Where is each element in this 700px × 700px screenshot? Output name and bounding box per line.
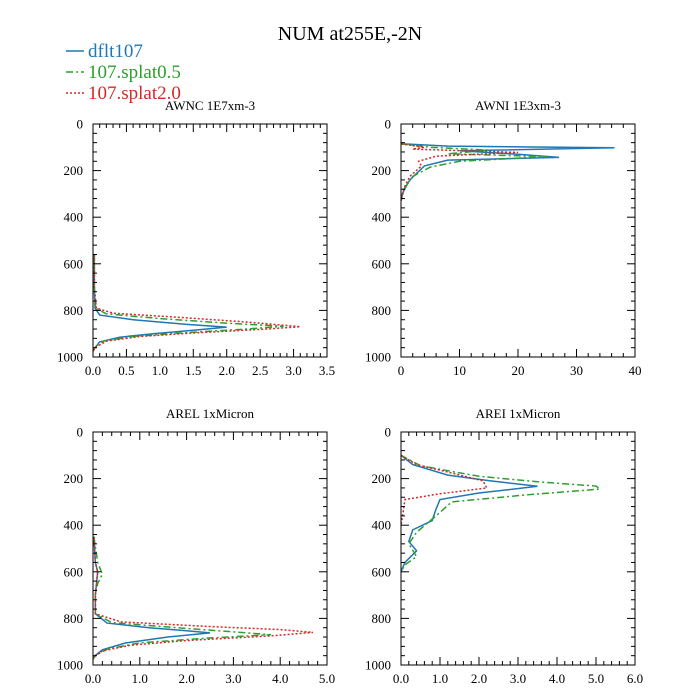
series-line-2-1 [93,536,271,660]
x-tick-label-2-4: 4.0 [272,671,288,686]
y-tick-label-1-0: 0 [385,117,392,132]
y-tick-label-1-4: 800 [372,303,392,318]
plot-frame-3 [400,431,636,666]
x-tick-label-1-4: 40 [629,363,642,378]
x-tick-label-0-6: 3.0 [285,363,301,378]
x-tick-label-0-7: 3.5 [319,363,335,378]
series-line-1-0 [401,143,615,202]
x-tick-label-3-3: 3.0 [510,671,526,686]
y-tick-label-2-1: 200 [64,471,84,486]
y-tick-label-3-3: 600 [372,564,392,579]
x-tick-label-1-3: 30 [570,363,583,378]
x-tick-label-0-2: 1.0 [152,363,168,378]
x-tick-label-1-2: 20 [512,363,525,378]
y-tick-label-1-3: 600 [372,256,392,271]
x-tick-label-1-0: 0 [398,363,405,378]
y-tick-label-0-2: 400 [64,210,84,225]
series-line-0-1 [93,254,284,352]
y-tick-label-0-5: 1000 [57,350,83,365]
y-tick-label-0-1: 200 [64,163,84,178]
y-tick-label-2-0: 0 [77,425,84,440]
panel-title-3: AREI 1xMicron [476,406,561,421]
series-line-0-2 [93,254,301,352]
y-tick-label-3-1: 200 [372,471,392,486]
legend-label-1: 107.splat0.5 [88,62,181,83]
series-line-2-2 [93,536,314,660]
x-tick-label-3-6: 6.0 [627,671,643,686]
series-line-1-1 [401,143,548,202]
x-tick-label-0-1: 0.5 [118,363,134,378]
series-line-1-2 [401,143,519,202]
plot-frame-2 [92,431,328,666]
chart-panel-3: AREI 1xMicron 0.0 1.0 2.0 3.0 4.0 5.0 6.0 0 200 40… [365,406,643,686]
legend-label-0: dflt107 [88,41,143,62]
x-tick-label-2-0: 0.0 [85,671,101,686]
y-tick-label-2-5: 1000 [57,658,83,673]
y-tick-label-3-0: 0 [385,425,392,440]
x-tick-label-3-1: 1.0 [432,671,448,686]
y-tick-label-3-5: 1000 [365,658,391,673]
series-line-0-0 [93,254,227,352]
x-tick-label-2-1: 1.0 [132,671,148,686]
y-tick-label-2-2: 400 [64,518,84,533]
y-tick-label-0-4: 800 [64,303,84,318]
series-line-3-0 [401,454,538,573]
y-tick-label-3-2: 400 [372,518,392,533]
series-line-3-1 [401,454,602,573]
y-tick-label-2-4: 800 [64,611,84,626]
panel-title-1: AWNI 1E3xm-3 [475,98,561,113]
legend-label-2: 107.splat2.0 [88,83,181,104]
panels: AWNC 1E7xm-30.0 0.5 1.0 1.5 2.0 2.5 3.0 3.50200… [57,98,643,686]
panel-title-2: AREL 1xMicron [166,406,254,421]
x-tick-label-3-5: 5.0 [588,671,604,686]
x-tick-label-0-4: 2.0 [219,363,235,378]
y-tick-label-1-2: 400 [372,210,392,225]
y-tick-label-3-4: 800 [372,611,392,626]
x-tick-label-2-2: 2.0 [178,671,194,686]
y-tick-label-2-3: 600 [64,564,84,579]
y-tick-label-1-5: 1000 [365,350,391,365]
series-line-2-0 [93,536,211,660]
plot-frame-0 [92,123,328,358]
series-line-3-2 [401,454,488,526]
y-tick-label-1-1: 200 [372,163,392,178]
x-tick-label-2-3: 3.0 [225,671,241,686]
chart-panel-2: AREL 1xMicron 0.0 1.0 2.0 3.0 4.0 5.0 0 200 400 60… [57,406,335,686]
y-tick-label-0-3: 600 [64,256,84,271]
figure-title: NUM at255E,-2N [278,23,422,45]
x-tick-label-0-0: 0.0 [85,363,101,378]
x-tick-label-2-5: 5.0 [319,671,335,686]
x-tick-label-3-2: 2.0 [471,671,487,686]
x-tick-label-3-0: 0.0 [393,671,409,686]
x-tick-label-1-1: 10 [453,363,466,378]
y-tick-label-0-0: 0 [77,117,84,132]
x-tick-label-0-3: 1.5 [185,363,201,378]
x-tick-label-0-5: 2.5 [252,363,268,378]
panel-title-0: AWNC 1E7xm-3 [165,98,255,113]
chart-panel-0: AWNC 1E7xm-3 0.0 0.5 1.0 1.5 2.0 2.5 3.0 3.5 0 200… [57,98,335,378]
x-tick-label-3-4: 4.0 [549,671,565,686]
